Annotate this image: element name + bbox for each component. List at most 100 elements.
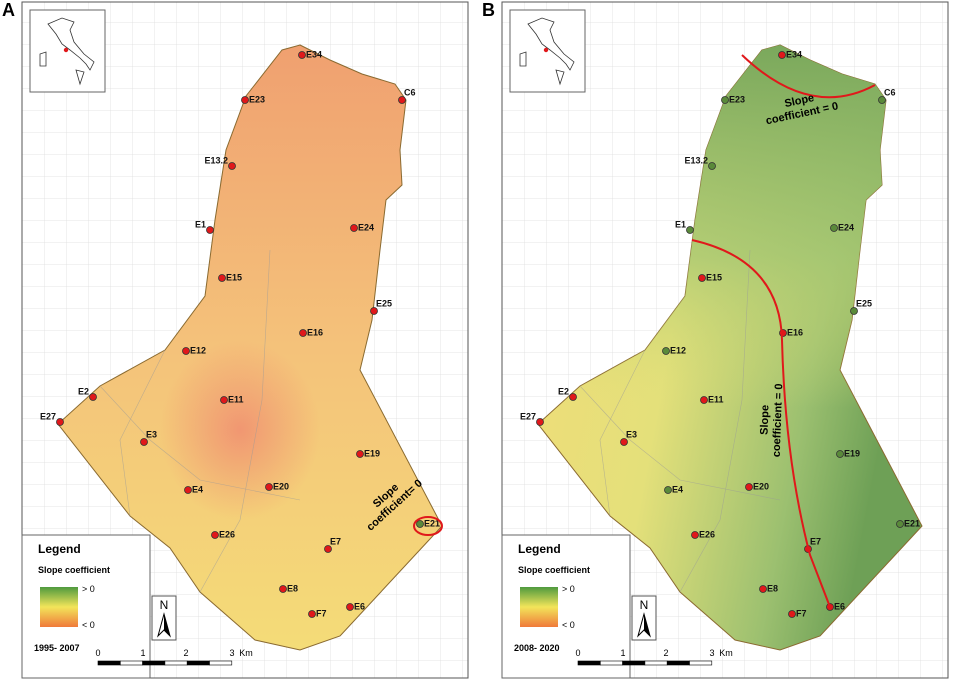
station-dot <box>220 396 228 404</box>
station-dot <box>662 347 670 355</box>
north-arrow-half <box>164 614 170 636</box>
map-panel: B E34 E23 C6 E13.2 E1 E24 E15 E25 E16 E12 E2 E11 E27 E… <box>482 0 949 679</box>
map-panel: A E34 E23 C6 E13.2 E1 E24 E15 E25 E16 E12 E2 E11 E27 E… <box>2 0 469 679</box>
legend-subtitle: Slope coefficient <box>38 565 110 575</box>
station-dot <box>620 438 628 446</box>
station-dot <box>691 531 699 539</box>
legend-title: Legend <box>38 542 81 556</box>
station-label: E20 <box>753 481 769 491</box>
zero-contour <box>413 516 443 536</box>
station-label: E21 <box>904 518 920 528</box>
roads <box>99 249 301 593</box>
station-label: E7 <box>810 536 821 546</box>
station-label: E16 <box>307 327 323 337</box>
station-label: E12 <box>190 345 206 355</box>
station-dot <box>778 51 786 59</box>
station-dot <box>56 418 64 426</box>
station-dot <box>664 486 672 494</box>
station-label: E15 <box>226 272 242 282</box>
station-dot <box>788 610 796 618</box>
station-label: E1 <box>195 219 206 229</box>
legend-low: < 0 <box>562 620 575 630</box>
station-dot <box>206 226 214 234</box>
station-dot <box>279 585 287 593</box>
scale-segment <box>186 660 210 666</box>
scale-segment <box>142 660 166 666</box>
scale-segment <box>164 660 188 666</box>
scale-label: 0 <box>575 648 580 658</box>
station-label: E24 <box>838 222 854 232</box>
roads <box>579 249 781 593</box>
station-label: E34 <box>306 49 322 59</box>
scale-label: Km <box>719 648 733 658</box>
legend-high: > 0 <box>562 584 575 594</box>
zero-contour <box>741 54 876 99</box>
station-dot <box>398 96 406 104</box>
station-label: E2 <box>558 386 569 396</box>
annotation-line: Slope <box>758 405 771 435</box>
station-dot <box>298 51 306 59</box>
scale-label: 2 <box>663 648 668 658</box>
scale-label: 1 <box>140 648 145 658</box>
station-dot <box>218 274 226 282</box>
station-label: E11 <box>708 394 724 404</box>
station-dot <box>356 450 364 458</box>
north-label: N <box>640 598 649 612</box>
station-dot <box>698 274 706 282</box>
inset-location <box>543 47 549 53</box>
station-label: F7 <box>796 608 807 618</box>
legend-ramp <box>520 587 558 627</box>
scale-label: Km <box>239 648 253 658</box>
scale-segment <box>689 660 713 666</box>
station-dot <box>308 610 316 618</box>
scale-label: 0 <box>95 648 100 658</box>
station-label: E2 <box>78 386 89 396</box>
annotation-line: coefficient = 0 <box>771 383 786 457</box>
station-label: E27 <box>40 411 56 421</box>
station-dot <box>569 393 577 401</box>
station-label: E3 <box>626 429 637 439</box>
scale-label: 3 <box>229 648 234 658</box>
green-overlay <box>538 45 922 650</box>
italy-outline <box>39 17 95 86</box>
station-label: E16 <box>787 327 803 337</box>
station-label: E11 <box>228 394 244 404</box>
station-label: E19 <box>364 448 380 458</box>
station-label: E24 <box>358 222 374 232</box>
station-label: E34 <box>786 49 802 59</box>
station-label: E20 <box>273 481 289 491</box>
station-dot <box>140 438 148 446</box>
scale-segment <box>666 660 690 666</box>
station-dot <box>850 307 858 315</box>
italy-outline <box>519 17 575 86</box>
period: 2008- 2020 <box>514 643 560 653</box>
station-label: E1 <box>675 219 686 229</box>
station-dot <box>416 520 424 528</box>
station-dot <box>721 96 729 104</box>
scale-label: 3 <box>709 648 714 658</box>
station-label: E12 <box>670 345 686 355</box>
station-label: E13.2 <box>204 155 228 165</box>
station-dot <box>708 162 716 170</box>
station-dot <box>241 96 249 104</box>
scale-segment <box>120 660 143 666</box>
station-dot <box>745 483 753 491</box>
legend-ramp <box>40 587 78 627</box>
legend-title: Legend <box>518 542 561 556</box>
station-label: E15 <box>706 272 722 282</box>
station-dot <box>299 329 307 337</box>
station-label: E6 <box>354 601 365 611</box>
zero-contour <box>691 239 831 608</box>
station-label: E27 <box>520 411 536 421</box>
station-label: E8 <box>287 583 298 593</box>
station-label: E13.2 <box>684 155 708 165</box>
station-dot <box>536 418 544 426</box>
station-dot <box>89 393 97 401</box>
station-dot <box>350 224 358 232</box>
scale-segment <box>600 660 623 666</box>
station-label: E7 <box>330 536 341 546</box>
north-label: N <box>160 598 169 612</box>
scale-label: 2 <box>183 648 188 658</box>
station-label: C6 <box>404 87 416 97</box>
